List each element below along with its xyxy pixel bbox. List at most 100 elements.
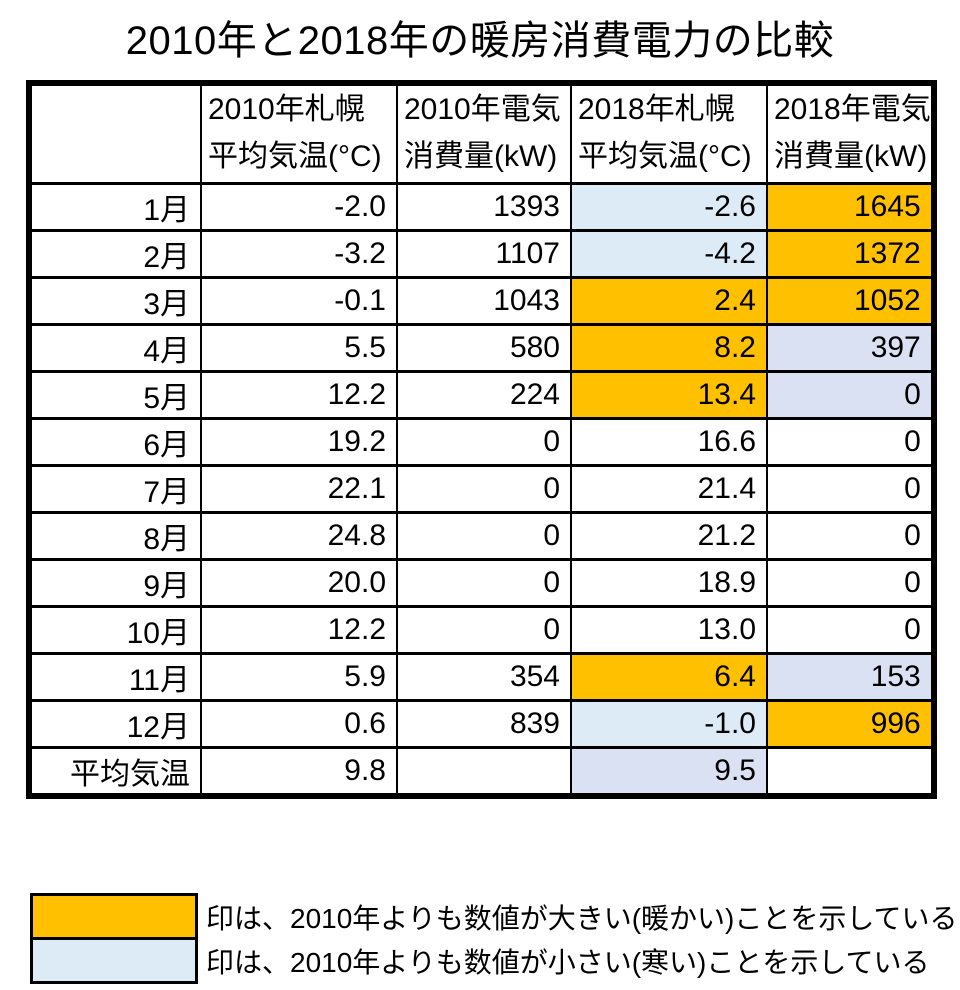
header-2010-temp: 2010年札幌 平均気温(°C) xyxy=(200,81,398,185)
table-row: 2月 -3.2 1107 -4.2 1372 xyxy=(28,228,935,279)
temp-2010-cell: 20.0 xyxy=(200,557,398,608)
temp-2018-cell: 21.4 xyxy=(570,463,768,514)
table-row: 7月 22.1 0 21.4 0 xyxy=(28,463,935,514)
power-2010-cell: 0 xyxy=(396,557,572,608)
month-label-cell: 6月 xyxy=(28,416,202,467)
temp-2018-cell: 16.6 xyxy=(570,416,768,467)
header-2010-power: 2010年電気 消費量(kW) xyxy=(396,81,572,185)
temp-2010-cell: 12.2 xyxy=(200,604,398,655)
comparison-table: 2010年札幌 平均気温(°C) 2010年電気 消費量(kW) 2018年札幌… xyxy=(26,80,937,799)
temp-2010-cell: 12.2 xyxy=(200,369,398,420)
temp-2018-cell: -1.0 xyxy=(570,698,768,749)
power-2018-cell: 0 xyxy=(766,416,935,467)
power-2010-cell: 580 xyxy=(396,322,572,373)
temp-2010-cell: -2.0 xyxy=(200,181,398,232)
table-row: 8月 24.8 0 21.2 0 xyxy=(28,510,935,561)
legend-row-colder: 印は、2010年よりも数値が小さい(寒い)ことを示している xyxy=(30,937,958,984)
month-label-cell: 9月 xyxy=(28,557,202,608)
temp-2010-cell: -3.2 xyxy=(200,228,398,279)
colder-color-swatch xyxy=(30,937,198,984)
header-line: 2010年札幌 xyxy=(208,93,365,127)
power-2018-cell: 1052 xyxy=(766,275,935,326)
temp-2018-cell: 21.2 xyxy=(570,510,768,561)
temp-2010-cell: -0.1 xyxy=(200,275,398,326)
temp-2010-cell: 5.9 xyxy=(200,651,398,702)
month-label-cell: 11月 xyxy=(28,651,202,702)
table-row: 3月 -0.1 1043 2.4 1052 xyxy=(28,275,935,326)
power-2010-cell: 0 xyxy=(396,510,572,561)
power-2018-cell: 996 xyxy=(766,698,935,749)
power-2018-cell: 1645 xyxy=(766,181,935,232)
temp-2018-cell: 6.4 xyxy=(570,651,768,702)
power-2018-cell: 0 xyxy=(766,510,935,561)
power-2010-cell: 0 xyxy=(396,604,572,655)
power-2018-cell: 0 xyxy=(766,557,935,608)
table-row: 9月 20.0 0 18.9 0 xyxy=(28,557,935,608)
power-2010-cell: 1107 xyxy=(396,228,572,279)
month-label-cell: 1月 xyxy=(28,181,202,232)
legend: 印は、2010年よりも数値が大きい(暖かい)ことを示している 印は、2010年よ… xyxy=(30,893,958,984)
table-row: 4月 5.5 580 8.2 397 xyxy=(28,322,935,373)
temp-2010-cell: 9.8 xyxy=(200,745,398,797)
power-2010-cell: 0 xyxy=(396,416,572,467)
month-label-cell: 3月 xyxy=(28,275,202,326)
power-2010-cell: 0 xyxy=(396,463,572,514)
table-row: 6月 19.2 0 16.6 0 xyxy=(28,416,935,467)
month-label-cell: 2月 xyxy=(28,228,202,279)
temp-2018-cell: -2.6 xyxy=(570,181,768,232)
legend-row-warmer: 印は、2010年よりも数値が大きい(暖かい)ことを示している xyxy=(30,893,958,940)
temp-2010-cell: 19.2 xyxy=(200,416,398,467)
temp-2018-cell: 8.2 xyxy=(570,322,768,373)
header-2018-power: 2018年電気 消費量(kW) xyxy=(766,81,935,185)
header-2018-temp: 2018年札幌 平均気温(°C) xyxy=(570,81,768,185)
temp-2018-cell: -4.2 xyxy=(570,228,768,279)
table-body: 1月 -2.0 1393 -2.6 1645 2月 -3.2 1107 -4.2… xyxy=(28,181,935,797)
power-2010-cell xyxy=(396,745,572,797)
table-row: 12月 0.6 839 -1.0 996 xyxy=(28,698,935,749)
legend-text-colder: 印は、2010年よりも数値が小さい(寒い)ことを示している xyxy=(206,946,930,978)
temp-2018-cell: 9.5 xyxy=(570,745,768,797)
power-2018-cell: 0 xyxy=(766,369,935,420)
power-2010-cell: 354 xyxy=(396,651,572,702)
temp-2018-cell: 18.9 xyxy=(570,557,768,608)
power-2018-cell xyxy=(766,745,935,797)
power-2018-cell: 0 xyxy=(766,604,935,655)
warmer-color-swatch xyxy=(30,893,198,940)
header-empty-cell xyxy=(28,81,202,185)
header-line: 消費量(kW) xyxy=(774,139,928,173)
month-label-cell: 平均気温 xyxy=(28,745,202,797)
page-title: 2010年と2018年の暖房消費電力の比較 xyxy=(125,19,835,63)
temp-2010-cell: 24.8 xyxy=(200,510,398,561)
power-2018-cell: 153 xyxy=(766,651,935,702)
header-line: 2018年電気 xyxy=(774,93,931,127)
month-label-cell: 12月 xyxy=(28,698,202,749)
temp-2010-cell: 22.1 xyxy=(200,463,398,514)
header-line: 平均気温(°C) xyxy=(578,139,752,173)
header-line: 2018年札幌 xyxy=(578,93,735,127)
power-2010-cell: 1043 xyxy=(396,275,572,326)
month-label-cell: 10月 xyxy=(28,604,202,655)
header-line: 2010年電気 xyxy=(404,93,561,127)
month-label-cell: 4月 xyxy=(28,322,202,373)
power-2010-cell: 839 xyxy=(396,698,572,749)
table-row: 5月 12.2 224 13.4 0 xyxy=(28,369,935,420)
header-line: 消費量(kW) xyxy=(404,139,558,173)
power-2018-cell: 1372 xyxy=(766,228,935,279)
temp-2010-cell: 0.6 xyxy=(200,698,398,749)
header-row: 2010年札幌 平均気温(°C) 2010年電気 消費量(kW) 2018年札幌… xyxy=(28,81,935,185)
power-2018-cell: 397 xyxy=(766,322,935,373)
header-line: 平均気温(°C) xyxy=(208,139,382,173)
table-row: 10月 12.2 0 13.0 0 xyxy=(28,604,935,655)
temp-2018-cell: 13.4 xyxy=(570,369,768,420)
power-2010-cell: 1393 xyxy=(396,181,572,232)
table-row: 1月 -2.0 1393 -2.6 1645 xyxy=(28,181,935,232)
temp-2018-cell: 13.0 xyxy=(570,604,768,655)
month-label-cell: 8月 xyxy=(28,510,202,561)
legend-text-warmer: 印は、2010年よりも数値が大きい(暖かい)ことを示している xyxy=(206,902,958,934)
table-row: 11月 5.9 354 6.4 153 xyxy=(28,651,935,702)
power-2018-cell: 0 xyxy=(766,463,935,514)
temp-2018-cell: 2.4 xyxy=(570,275,768,326)
temp-2010-cell: 5.5 xyxy=(200,322,398,373)
month-label-cell: 5月 xyxy=(28,369,202,420)
